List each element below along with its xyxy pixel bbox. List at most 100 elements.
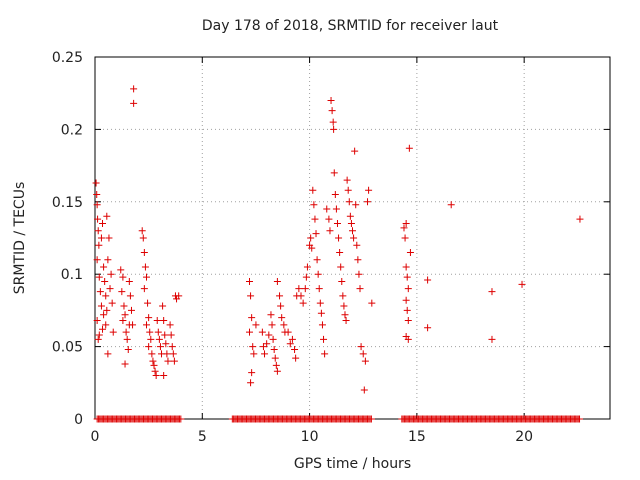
data-point: [424, 276, 432, 284]
data-point: [340, 302, 348, 310]
data-point: [124, 345, 132, 353]
data-point: [130, 99, 138, 107]
data-point: [292, 354, 300, 362]
data-point: [162, 340, 170, 348]
data-point: [303, 263, 311, 271]
data-point: [247, 292, 255, 300]
x-tick-label: 10: [301, 429, 319, 445]
data-point: [125, 321, 133, 329]
data-point: [271, 354, 279, 362]
data-point: [147, 335, 155, 343]
data-point: [92, 179, 100, 187]
zero-data-point: [367, 415, 375, 423]
chart-title: Day 178 of 2018, SRMTID for receiver lau…: [201, 18, 499, 34]
data-point: [330, 125, 338, 133]
data-point: [95, 331, 103, 339]
y-tick-label: 0.15: [52, 195, 83, 211]
data-point: [364, 198, 372, 206]
data-point: [261, 350, 269, 358]
data-point: [400, 224, 408, 232]
data-point: [403, 273, 411, 281]
data-point: [143, 321, 150, 329]
data-point: [268, 321, 276, 329]
data-point: [168, 343, 176, 351]
data-point: [329, 118, 337, 126]
data-point: [146, 328, 154, 336]
zero-data-point: [177, 415, 185, 423]
data-point: [313, 256, 321, 264]
data-point: [350, 234, 358, 242]
data-point: [288, 335, 296, 343]
x-tick-label: 5: [198, 429, 207, 445]
data-point: [152, 372, 160, 380]
y-tick-label: 0.1: [61, 267, 83, 283]
data-point: [332, 205, 340, 213]
data-point: [278, 314, 286, 322]
data-point: [406, 248, 414, 256]
data-point: [295, 285, 303, 293]
data-point: [123, 335, 131, 343]
y-tick-label: 0.05: [52, 340, 83, 356]
data-point: [102, 321, 110, 329]
x-tick-label: 20: [515, 429, 533, 445]
data-point: [141, 263, 149, 271]
data-point: [118, 288, 126, 296]
data-point: [405, 144, 413, 152]
y-tick-label: 0: [74, 412, 83, 428]
data-point: [121, 360, 129, 368]
data-point: [156, 343, 164, 351]
data-point: [104, 350, 112, 358]
data-point: [311, 215, 319, 223]
data-point: [160, 317, 168, 325]
y-tick-label: 0.2: [61, 122, 83, 138]
data-point: [127, 306, 135, 314]
data-point: [99, 325, 107, 333]
data-point: [246, 277, 253, 285]
data-point: [149, 357, 157, 365]
data-point: [97, 302, 105, 310]
data-point: [330, 169, 338, 177]
data-point: [93, 191, 101, 199]
data-point: [101, 277, 109, 285]
data-point: [103, 212, 111, 220]
data-point: [93, 256, 101, 264]
y-tick-label: 0.25: [52, 50, 83, 66]
data-point: [259, 343, 267, 351]
data-point: [166, 321, 174, 329]
data-point: [333, 220, 341, 228]
data-point: [297, 292, 305, 300]
data-point: [302, 273, 310, 281]
data-point: [103, 306, 111, 314]
data-point: [401, 234, 409, 242]
data-points: [92, 85, 584, 394]
data-point: [344, 186, 352, 194]
data-point: [307, 234, 315, 242]
data-point: [360, 386, 368, 394]
data-point: [107, 270, 115, 278]
data-point: [365, 186, 373, 194]
data-point: [331, 191, 339, 199]
data-point: [97, 234, 105, 242]
data-point: [349, 227, 356, 235]
data-point: [160, 372, 168, 380]
data-point: [351, 147, 359, 155]
data-point: [359, 350, 367, 358]
data-point: [328, 107, 336, 115]
data-point: [170, 357, 178, 365]
data-point: [140, 285, 148, 293]
axis-ticks: 0 0.05 0.1 0.15 0.2 0.25 0 5 10 15 20: [52, 50, 610, 445]
data-point: [318, 321, 326, 329]
data-point: [249, 343, 257, 351]
data-point: [354, 256, 362, 264]
data-point: [341, 311, 349, 319]
data-point: [120, 302, 128, 310]
data-point: [424, 324, 432, 332]
data-point: [175, 292, 183, 300]
data-point: [94, 335, 102, 343]
data-point: [345, 198, 353, 206]
data-point: [258, 328, 266, 336]
data-point: [315, 285, 323, 293]
data-point: [102, 292, 110, 300]
data-point: [169, 350, 177, 358]
data-point: [106, 285, 114, 293]
